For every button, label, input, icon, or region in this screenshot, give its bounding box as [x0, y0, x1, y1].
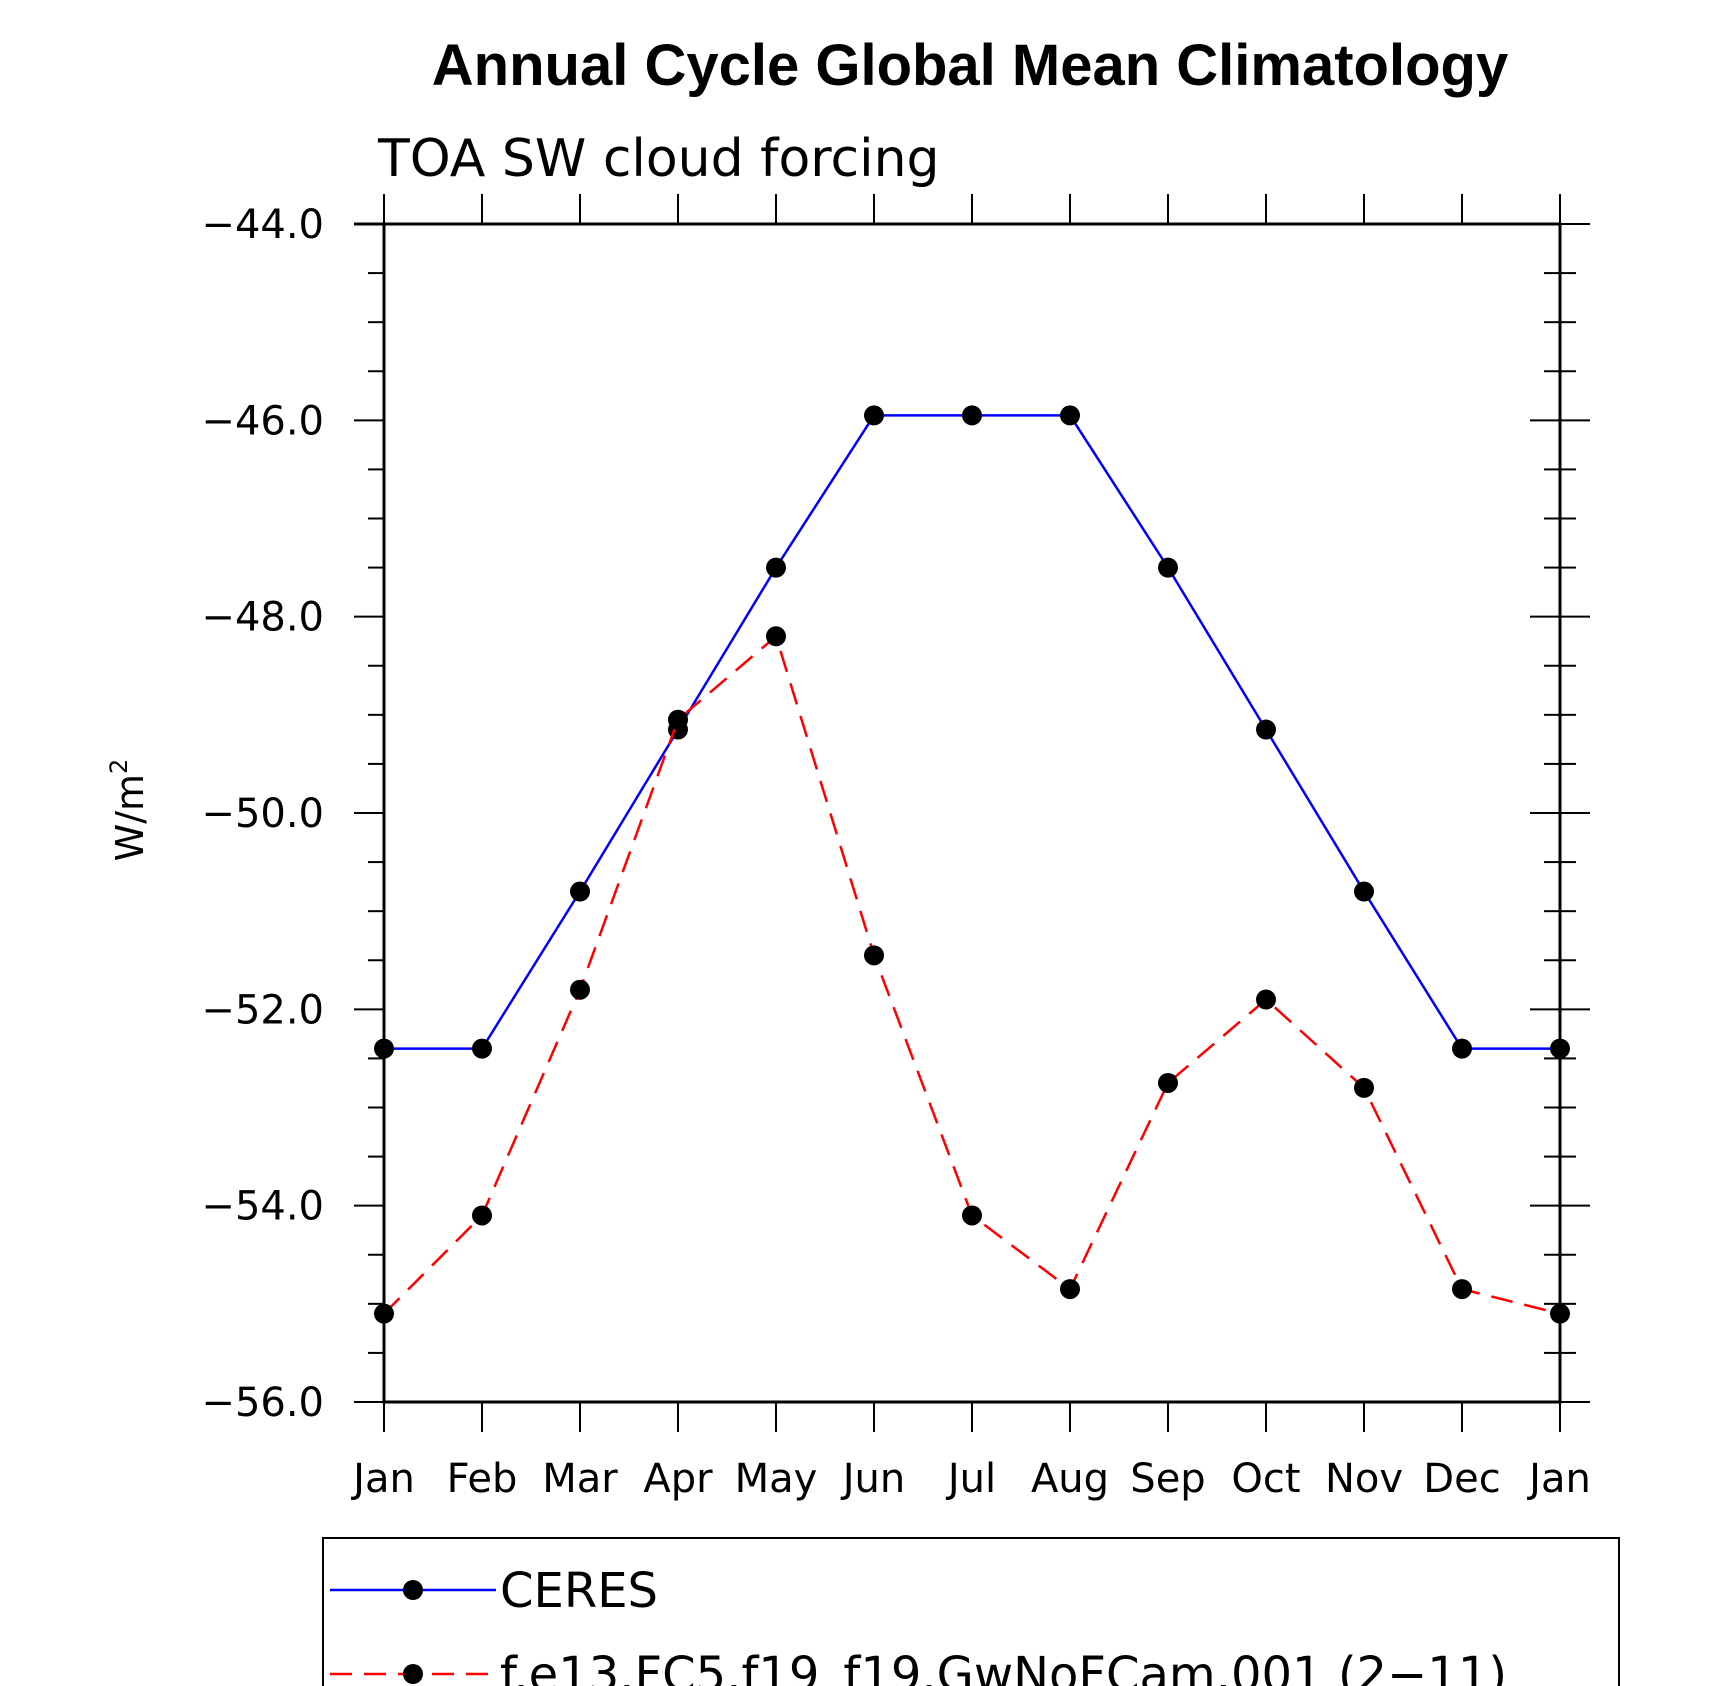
- series-1-point: [570, 881, 590, 902]
- x-tick-label: Feb: [447, 1456, 518, 1502]
- legend-label-1: CERES: [500, 1563, 658, 1619]
- x-tick-label: Mar: [542, 1456, 618, 1502]
- series-2-point: [1452, 1279, 1472, 1300]
- series-2-point: [570, 979, 590, 1000]
- legend-marker-1: [403, 1580, 423, 1600]
- x-tick-label: Sep: [1130, 1456, 1205, 1502]
- series-1-point: [1256, 719, 1276, 740]
- series-1-point: [1060, 405, 1080, 426]
- series-1-point: [374, 1038, 394, 1059]
- x-tick-label: Apr: [643, 1456, 713, 1502]
- y-axis-label-text: W/m: [108, 774, 152, 861]
- series-2-point: [1354, 1077, 1374, 1098]
- series-1-point: [864, 405, 884, 426]
- series-1-point: [766, 557, 786, 578]
- y-tick-label: −56.0: [201, 1380, 324, 1426]
- x-tick-label: Dec: [1423, 1456, 1500, 1502]
- y-tick-label: −54.0: [201, 1184, 324, 1230]
- series-1-point: [1452, 1038, 1472, 1059]
- legend-label-2: f.e13.FC5.f19_f19.GwNoFCam.001 (2−11): [500, 1647, 1507, 1686]
- y-tick-label: −46.0: [201, 398, 324, 444]
- series-2-point: [472, 1205, 492, 1226]
- series-2-point: [1256, 989, 1276, 1010]
- series-1-point: [1550, 1038, 1570, 1059]
- series-2-point: [766, 626, 786, 647]
- series-2-point: [374, 1303, 394, 1324]
- y-axis-label: W/m2: [105, 759, 152, 862]
- x-tick-label: Aug: [1031, 1456, 1109, 1502]
- x-tick-label: Jun: [840, 1456, 906, 1502]
- x-tick-label: Oct: [1231, 1456, 1300, 1502]
- series-2-point: [1060, 1279, 1080, 1300]
- y-tick-label: −44.0: [201, 202, 324, 248]
- series-1-point: [472, 1038, 492, 1059]
- plot-area: −44.0 −46.0 −48.0 −50.0 −52.0 −54.0 −56.0 Jan Fe…: [201, 194, 1591, 1502]
- y-axis-label-superscript: 2: [105, 759, 133, 774]
- x-tick-label: May: [735, 1456, 818, 1502]
- series-2-point: [668, 709, 688, 730]
- x-tick-label: Jul: [945, 1456, 996, 1502]
- series-line-1: [384, 414, 1560, 1050]
- series-1-point: [1158, 557, 1178, 578]
- x-tick-label: Jan: [1526, 1456, 1591, 1502]
- y-tick-label: −52.0: [201, 987, 324, 1033]
- chart-subtitle: TOA SW cloud forcing: [377, 129, 940, 189]
- legend: CERES f.e13.FC5.f19_f19.GwNoFCam.001 (2−1…: [322, 1537, 1620, 1686]
- series-2-point: [962, 1205, 982, 1226]
- x-tick-label: Nov: [1325, 1456, 1403, 1502]
- y-tick-label: −50.0: [201, 791, 324, 837]
- legend-marker-2: [403, 1664, 423, 1684]
- series-2-point: [1550, 1303, 1570, 1324]
- series-2-point: [864, 945, 884, 966]
- series-1-point: [962, 405, 982, 426]
- series-2-point: [1158, 1072, 1178, 1093]
- series-1-point: [1354, 881, 1374, 902]
- legend-box: [322, 1537, 1620, 1686]
- chart-title: Annual Cycle Global Mean Climatology: [432, 33, 1508, 98]
- y-tick-label: −48.0: [201, 595, 324, 641]
- x-tick-label: Jan: [350, 1456, 415, 1502]
